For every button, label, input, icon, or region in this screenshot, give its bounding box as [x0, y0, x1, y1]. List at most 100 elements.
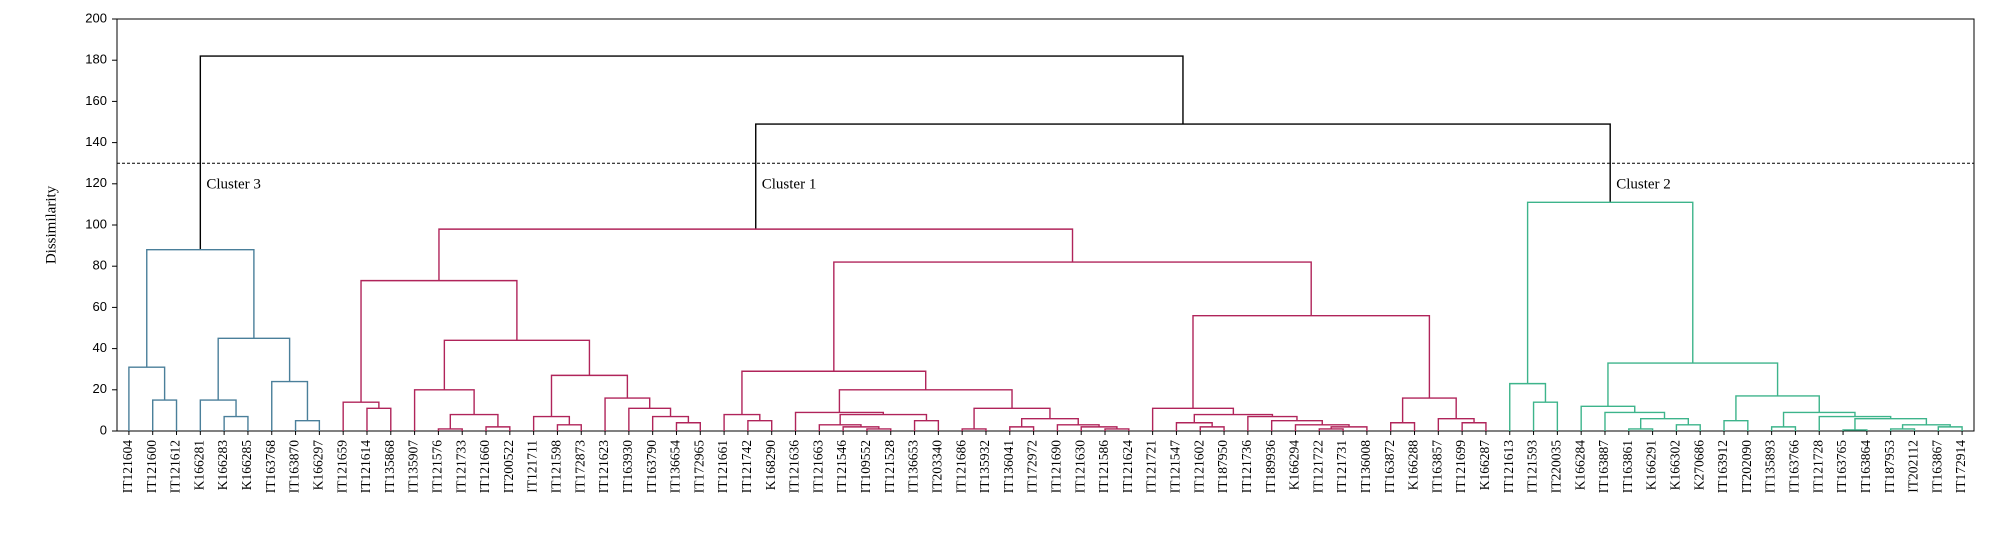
leaf-label: IT121742 [739, 440, 754, 493]
link [485, 426, 511, 431]
leaf-label: IT121699 [1453, 440, 1468, 493]
leaf-label: IT121722 [1310, 440, 1325, 493]
leaf-label: IT121630 [1072, 440, 1087, 493]
cluster-label: Cluster 1 [762, 177, 817, 193]
link [833, 261, 1312, 372]
link [217, 337, 291, 401]
link [913, 420, 940, 431]
leaf-label: K166287 [1477, 440, 1492, 490]
leaf-label: IT121686 [953, 440, 968, 493]
link [1782, 411, 1856, 427]
y-tick-label: 20 [93, 381, 107, 396]
link [973, 407, 1051, 429]
leaf-label: IT187950 [1215, 440, 1230, 493]
leaf-label: IT121736 [1239, 440, 1254, 493]
link [839, 413, 928, 425]
link [1294, 424, 1350, 431]
leaf-label: IT172873 [572, 440, 587, 493]
link [838, 389, 1013, 413]
link [1639, 417, 1690, 429]
leaf-label: IT220035 [1548, 440, 1563, 493]
y-tick-label: 100 [85, 216, 107, 231]
link [1526, 201, 1694, 384]
leaf-label: K166294 [1287, 440, 1302, 490]
leaf-label: IT121604 [120, 440, 135, 493]
link [1461, 422, 1487, 431]
link [741, 370, 927, 415]
leaf-label: IT121663 [810, 440, 825, 493]
leaf-label: IT121721 [1144, 440, 1159, 493]
leaf-label: IT121612 [168, 440, 183, 493]
y-tick-label: 160 [85, 93, 107, 108]
leaf-label: IT121711 [525, 440, 540, 493]
leaf-label: K166297 [310, 440, 325, 490]
link [675, 422, 701, 431]
y-tick-label: 60 [93, 299, 107, 314]
leaf-label: IT203340 [929, 440, 944, 493]
leaf-label: IT121659 [334, 440, 349, 493]
link [1889, 428, 1916, 431]
link [1175, 422, 1213, 431]
leaf-label: IT202090 [1739, 440, 1754, 493]
link [443, 339, 591, 390]
link [1723, 420, 1749, 431]
link [1151, 407, 1235, 431]
leaf-label: IT136008 [1358, 440, 1373, 493]
leaf-label: IT163861 [1620, 440, 1635, 493]
leaf-label: K166291 [1644, 440, 1659, 490]
leaf-label: IT121623 [596, 440, 611, 493]
leaf-label: IT163864 [1858, 440, 1873, 493]
leaf-label: IT163930 [620, 440, 635, 493]
leaf-label: IT163768 [263, 440, 278, 493]
link [360, 279, 518, 403]
leaf-label: IT121690 [1048, 440, 1063, 493]
link [1628, 428, 1654, 431]
leaf-label: K166288 [1406, 440, 1421, 490]
link [842, 426, 880, 431]
leaf-label: IT136654 [668, 440, 683, 493]
leaf-label: IT163887 [1596, 440, 1611, 493]
link [223, 415, 249, 431]
link [1247, 415, 1298, 431]
leaf-label: IT135907 [406, 440, 421, 493]
link [1199, 426, 1225, 431]
leaf-label: IT163867 [1929, 440, 1944, 493]
link [1937, 426, 1963, 431]
leaf-label: IT121600 [144, 440, 159, 493]
link [723, 413, 761, 431]
y-tick-label: 80 [93, 258, 107, 273]
leaf-label: IT136041 [1001, 440, 1016, 493]
leaf-label: IT163765 [1834, 440, 1849, 493]
link [747, 420, 773, 431]
link [1580, 405, 1636, 431]
link [550, 374, 629, 417]
link [651, 415, 690, 431]
link [1390, 422, 1416, 431]
cluster-label: Cluster 3 [206, 177, 261, 193]
link [413, 389, 475, 431]
link [1901, 424, 1951, 429]
y-axis-label: Dissimilarity [43, 185, 59, 264]
leaf-label: IT163790 [644, 440, 659, 493]
link [199, 55, 1184, 250]
link [294, 420, 321, 431]
link [1080, 426, 1118, 431]
leaf-label: IT121733 [453, 440, 468, 493]
link [1675, 424, 1701, 431]
link [1056, 424, 1100, 431]
leaf-label: IT109552 [858, 440, 873, 493]
leaf-label: IT121624 [1120, 440, 1135, 493]
leaf-label: IT121528 [882, 440, 897, 493]
leaf-label: IT172972 [1025, 440, 1040, 493]
leaf-label: IT121636 [787, 440, 802, 493]
cluster-label: Cluster 2 [1616, 177, 1671, 193]
y-tick-label: 200 [85, 10, 107, 25]
leaf-label: IT202112 [1906, 440, 1921, 493]
link [1193, 413, 1274, 423]
link [1735, 395, 1820, 421]
leaf-label: IT163912 [1715, 440, 1730, 493]
y-tick-label: 120 [85, 175, 107, 190]
leaf-label: K168290 [763, 440, 778, 490]
link [628, 407, 672, 431]
